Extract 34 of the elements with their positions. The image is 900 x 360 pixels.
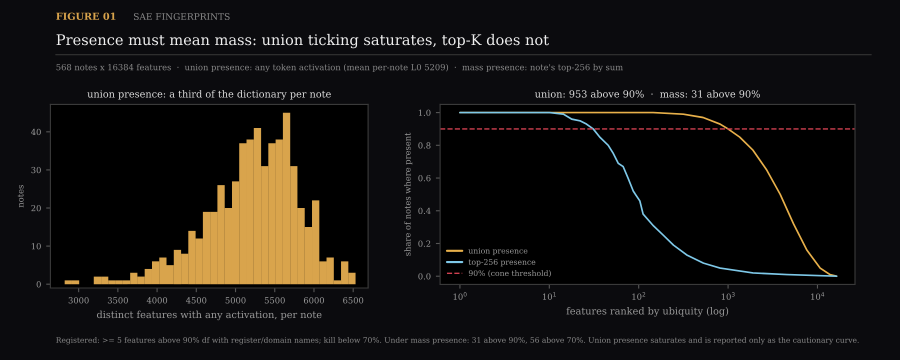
text: 568 notes x 16384 features · union presence: any token activation (mean per-note L0 5209) · mass presence: note's top-256 by sum (56, 64, 623, 72)
x-tick-label: 3000 (68, 297, 89, 304)
y-tick-label: 0.8 (418, 142, 431, 149)
y-tick-label: 0.4 (418, 208, 431, 214)
y-axis-title: notes (18, 185, 24, 208)
y-tick-label: 30 (31, 166, 41, 174)
x-axis-title: distinct features with any activation, per note (96, 310, 322, 320)
x-tick-label: 3500 (108, 297, 128, 304)
text: SAE FINGERPRINTS (134, 13, 230, 20)
y-tick-label: 0.0 (418, 273, 431, 280)
text: Presence must mean mass: union ticking saturates, top-K does not (56, 34, 549, 48)
x-tick-label: 6000 (304, 297, 324, 304)
x-tick-label: 5000 (226, 297, 246, 304)
y-tick-label: 0.6 (418, 175, 431, 182)
chart-title: union: 953 above 90% · mass: 31 above 90% (534, 90, 760, 98)
y-tick-label: 0.2 (418, 240, 430, 247)
x-tick-label: 10$^{0}$ (454, 292, 467, 300)
chart-title: union presence: a third of the dictionary per note (87, 90, 331, 100)
y-tick-label: 20 (31, 204, 41, 212)
x-tick-label: 10$^{1}$ (542, 292, 556, 300)
x-tick-label: 4000 (146, 297, 168, 304)
x-tick-label: 4500 (186, 297, 206, 304)
caption: FIGURE 01 (56, 12, 116, 20)
x-tick-label: 10$^{2}$ (632, 292, 646, 300)
y-axis-title: share of notes where present (404, 132, 412, 256)
y-tick-label: 0 (36, 281, 41, 288)
x-tick-label: 6500 (343, 297, 364, 304)
y-tick-label: 40 (31, 128, 41, 136)
x-tick-label: 5500 (264, 297, 285, 304)
x-axis-title: features ranked by ubiquity (log) (566, 307, 728, 317)
y-tick-label: 1.0 (418, 110, 431, 116)
y-tick-label: 10 (32, 243, 41, 250)
x-tick-label: 10$^{4}$ (811, 292, 824, 300)
x-tick-label: 10$^{3}$ (722, 292, 735, 300)
